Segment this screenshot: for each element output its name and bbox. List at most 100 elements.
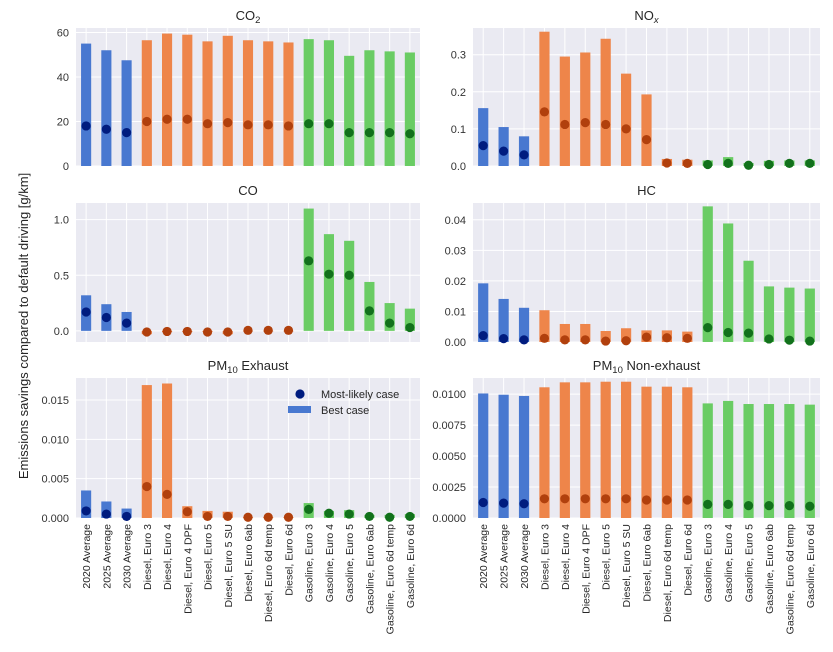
most-likely-dot	[601, 336, 611, 346]
most-likely-dot	[81, 121, 91, 131]
best-case-bar	[784, 287, 795, 342]
most-likely-dot	[805, 336, 815, 346]
most-likely-dot	[243, 325, 253, 335]
most-likely-dot	[223, 327, 233, 337]
most-likely-dot	[162, 489, 172, 500]
best-case-bar	[518, 307, 530, 342]
y-tick-label: 0.010	[41, 434, 69, 446]
x-tick-label: Gasoline, Euro 5	[744, 524, 756, 602]
most-likely-dot	[142, 481, 152, 492]
best-case-bar	[323, 40, 334, 166]
y-tick-label: 0.0	[451, 161, 466, 173]
panel-title: NOx	[634, 8, 660, 26]
x-tick-label: Diesel, Euro 6d temp	[662, 524, 674, 622]
y-tick-label: 0.0100	[432, 389, 466, 401]
x-tick-label: Gasoline, Euro 5	[344, 524, 356, 602]
best-case-bar	[222, 35, 233, 167]
panel-title: CO2	[236, 8, 261, 26]
most-likely-dot	[723, 499, 733, 509]
panel-1: 0.0 0.1 0.2 0.3 NOx	[451, 8, 820, 173]
best-case-bar	[478, 108, 489, 166]
most-likely-dot	[283, 512, 294, 522]
most-likely-dot	[784, 335, 794, 345]
x-tick-label: 2020 Average	[478, 524, 490, 589]
y-tick-label: 0.0050	[432, 451, 466, 463]
y-tick-label: 0.0075	[432, 420, 466, 432]
best-case-bar	[600, 38, 611, 166]
y-tick-label: 0.00	[445, 337, 466, 349]
best-case-bar	[763, 404, 775, 518]
y-axis-label: Emissions savings compared to default dr…	[16, 173, 31, 479]
most-likely-dot	[304, 256, 314, 266]
most-likely-dot	[324, 119, 334, 129]
most-likely-dot	[641, 135, 652, 145]
best-case-bar	[81, 490, 92, 518]
best-case-bar	[182, 34, 193, 167]
most-likely-dot	[304, 119, 314, 129]
best-case-bar	[404, 308, 415, 331]
best-case-bar	[303, 208, 314, 331]
y-tick-label: 0.0000	[432, 513, 466, 525]
x-tick-label: Diesel, Euro 6ab	[642, 524, 654, 602]
x-tick-label: Gasoline, Euro 6d	[405, 524, 417, 608]
y-tick-label: 20	[57, 116, 69, 128]
best-case-bar	[539, 387, 550, 518]
most-likely-dot	[304, 504, 314, 514]
x-tick-label: Gasoline, Euro 3	[304, 524, 316, 602]
best-case-bar	[559, 56, 570, 167]
x-tick-label: Diesel, Euro 6d	[283, 524, 295, 596]
most-likely-dot	[162, 326, 172, 337]
x-tick-label: Diesel, Euro 4	[560, 524, 572, 590]
most-likely-dot	[478, 330, 488, 341]
most-likely-dot	[263, 325, 273, 335]
most-likely-dot	[560, 335, 570, 345]
best-case-bar	[162, 33, 173, 167]
most-likely-dot	[784, 158, 794, 169]
most-likely-dot	[499, 146, 509, 156]
x-tick-label: 2030 Average	[122, 524, 134, 589]
best-case-bar	[784, 404, 795, 518]
x-tick-label: Diesel, Euro 3	[539, 524, 551, 590]
most-likely-dot	[560, 119, 570, 130]
most-likely-dot	[682, 333, 692, 343]
panel-0: 0 20 40 60 CO2	[57, 8, 420, 173]
best-case-bar	[804, 404, 815, 518]
best-case-bar	[580, 323, 591, 342]
most-likely-dot	[405, 322, 415, 333]
most-likely-dot	[182, 114, 192, 124]
most-likely-dot	[764, 334, 774, 344]
panel-2: 0.0 0.5 1.0 CO	[54, 183, 420, 342]
most-likely-dot	[101, 509, 111, 519]
best-case-bar	[559, 382, 570, 518]
x-tick-label: 2020 Average	[81, 524, 93, 589]
most-likely-dot	[580, 335, 590, 345]
most-likely-dot	[202, 119, 213, 129]
best-case-bar	[384, 303, 395, 331]
most-likely-dot	[764, 501, 774, 511]
best-case-bar	[344, 240, 355, 331]
most-likely-dot	[805, 158, 815, 169]
best-case-bar	[702, 206, 713, 342]
most-likely-dot	[682, 158, 692, 169]
best-case-bar	[162, 383, 173, 518]
y-tick-label: 0.03	[445, 245, 466, 257]
best-case-bar	[478, 283, 489, 342]
best-case-bar	[364, 50, 375, 166]
panel-4: 0.000 0.005 0.010 0.015 PM10 Exhaust 2020 Ave…	[41, 358, 420, 634]
best-case-bar	[600, 381, 611, 518]
most-likely-dot	[81, 506, 91, 516]
best-case-bar	[101, 50, 112, 166]
best-case-bar	[620, 328, 632, 342]
most-likely-dot	[182, 326, 192, 337]
x-tick-label: 2025 Average	[499, 524, 511, 589]
most-likely-dot	[621, 494, 631, 504]
most-likely-dot	[121, 318, 132, 328]
y-tick-label: 0.3	[451, 50, 466, 62]
most-likely-dot	[344, 509, 354, 519]
most-likely-dot	[202, 511, 213, 522]
y-tick-label: 0.1	[451, 124, 466, 136]
best-case-bar	[641, 386, 652, 518]
best-case-bar	[641, 94, 652, 166]
panel-5: 0.0000 0.0025 0.0050 0.0075 0.0100 PM10 Non-e…	[432, 358, 820, 634]
legend-bar-marker	[288, 406, 311, 413]
